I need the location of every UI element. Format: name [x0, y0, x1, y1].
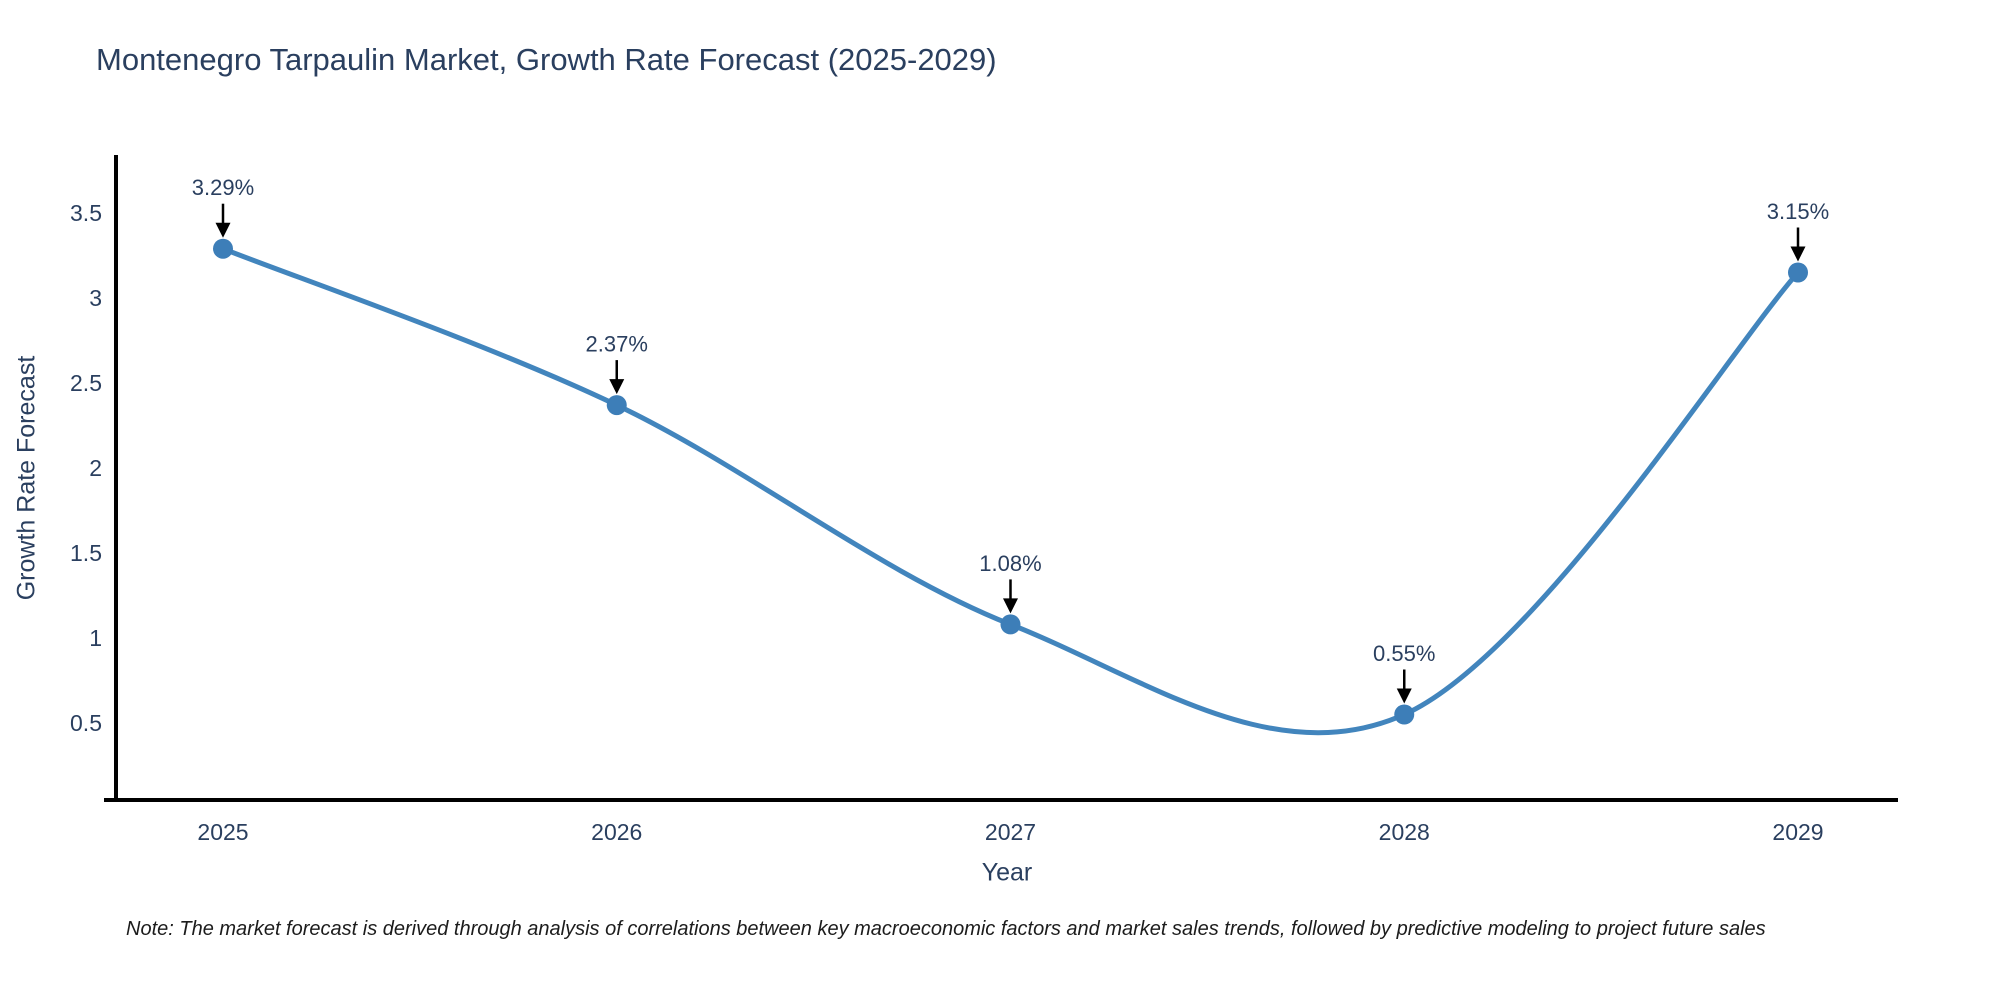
footnote: Note: The market forecast is derived thr… — [126, 918, 1766, 940]
data-point-label: 0.55% — [1373, 641, 1435, 666]
data-point-label: 3.29% — [192, 175, 254, 200]
annotation-arrow-head — [215, 222, 231, 238]
chart-title: Montenegro Tarpaulin Market, Growth Rate… — [96, 42, 997, 77]
x-tick-label: 2028 — [1379, 819, 1430, 845]
y-tick-label: 2 — [89, 455, 102, 481]
annotation-arrow-head — [1003, 598, 1018, 614]
y-tick-label: 0.5 — [70, 710, 102, 736]
annotation-arrow-head — [609, 379, 625, 395]
annotation-arrow-head — [1396, 688, 1412, 704]
data-point[interactable] — [1394, 704, 1415, 725]
y-tick-label: 3.5 — [70, 200, 102, 226]
y-tick-label: 1 — [89, 625, 102, 651]
data-point[interactable] — [1788, 262, 1808, 283]
data-point-label: 1.08% — [979, 551, 1041, 576]
x-axis-title: Year — [981, 858, 1033, 887]
data-point-label: 2.37% — [586, 332, 648, 357]
y-tick-label: 1.5 — [70, 540, 102, 566]
data-point-label: 3.15% — [1767, 199, 1829, 224]
data-point[interactable] — [606, 395, 627, 416]
annotation-arrow-head — [1790, 246, 1806, 262]
y-tick-label: 3 — [89, 285, 102, 311]
x-tick-label: 2027 — [985, 819, 1036, 845]
data-point[interactable] — [1000, 614, 1021, 635]
y-tick-label: 2.5 — [70, 370, 102, 396]
x-tick-label: 2029 — [1772, 819, 1823, 845]
forecast-line — [220, 246, 1801, 736]
data-point[interactable] — [213, 238, 233, 259]
x-tick-label: 2026 — [591, 819, 642, 845]
x-tick-label: 2025 — [197, 819, 248, 845]
